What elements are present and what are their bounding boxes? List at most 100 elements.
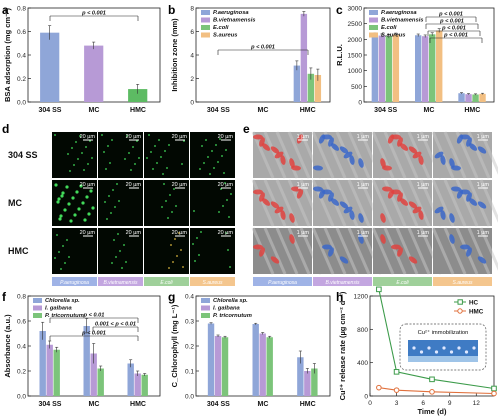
stained-cell: [58, 217, 62, 221]
stained-cell: [106, 218, 108, 220]
stained-cell: [138, 157, 140, 159]
stained-cell: [114, 206, 116, 208]
legend-label: S.aureus: [381, 33, 406, 39]
y-axis-title: Absorbance (a.u.): [3, 314, 12, 378]
stained-cell: [169, 194, 171, 196]
column-tag: [144, 277, 189, 286]
inset-particle: [457, 346, 461, 350]
stained-cell: [150, 151, 152, 153]
bacterium: [253, 134, 263, 140]
plot-frame: [369, 295, 495, 397]
bacterium: [477, 146, 487, 154]
bacterium: [313, 165, 323, 171]
y-tick-label: 0.6: [17, 319, 26, 326]
x-tick-label: HMC: [300, 107, 316, 114]
y-tick-label: 400: [357, 360, 368, 367]
legend-swatch: [201, 32, 210, 38]
stained-cell: [73, 164, 75, 166]
y-tick-label: 1200: [354, 294, 369, 301]
stained-cell: [183, 140, 185, 142]
stained-cell: [164, 150, 166, 152]
stained-cell: [220, 188, 222, 190]
legend-label: E.coli: [381, 25, 397, 31]
bar: [479, 93, 486, 102]
stained-cell: [85, 146, 87, 148]
stained-cell: [81, 152, 83, 154]
stained-cell: [75, 190, 79, 194]
bar: [378, 35, 386, 102]
stained-cell: [160, 156, 162, 158]
significance-label: p < 0.001: [439, 19, 464, 25]
bacterium: [380, 213, 386, 223]
stained-cell: [227, 249, 229, 251]
legend-swatch: [201, 10, 210, 15]
panel-label-b: b: [168, 3, 175, 17]
bacterium: [477, 256, 487, 264]
stained-cell: [117, 233, 119, 235]
legend-label: I. galbana: [45, 306, 73, 312]
stained-cell: [77, 207, 81, 211]
x-tick-label: 12: [473, 400, 481, 407]
data-point: [376, 286, 382, 293]
y-tick-label: 0.3: [185, 319, 194, 326]
bar: [297, 357, 304, 396]
sem-texture: [455, 179, 479, 227]
sem-texture: [443, 179, 467, 227]
stained-cell: [225, 149, 227, 151]
bacterium: [253, 189, 263, 195]
y-tick-label: 1500: [348, 53, 363, 60]
stained-cell: [66, 239, 68, 241]
inset-particle: [419, 350, 424, 354]
stained-cell: [113, 239, 115, 241]
scale-label: 20 µm: [218, 230, 234, 236]
x-tick-label: MC: [424, 107, 435, 114]
y-tick-label: 8: [190, 6, 194, 13]
bacterium: [274, 151, 284, 159]
stained-cell: [166, 167, 168, 169]
legend-label: P.aeruginosa: [381, 10, 417, 16]
stained-cell: [136, 140, 138, 142]
scale-label: 20 µm: [80, 230, 96, 236]
stained-cell: [87, 212, 91, 216]
bacterium: [330, 198, 340, 206]
scale-label: 1 µm: [477, 134, 490, 140]
stained-cell: [209, 173, 211, 175]
sem-texture: [287, 131, 311, 179]
y-tick-label: 4: [190, 53, 194, 60]
bacterium: [261, 198, 271, 206]
panel-label-c: c: [336, 3, 343, 17]
y-tick-label: 2: [190, 76, 194, 83]
bacterium: [280, 210, 286, 220]
bar: [392, 34, 400, 103]
legend-label: B.vietnamensis: [381, 18, 424, 24]
bacterium: [387, 189, 395, 199]
stained-cell: [230, 193, 232, 195]
stained-cell: [112, 189, 114, 191]
stained-cell: [60, 194, 64, 198]
bacterium: [274, 206, 284, 214]
bacterium: [449, 213, 455, 223]
bacterium: [456, 134, 464, 144]
bar: [40, 32, 60, 102]
bar: [127, 363, 134, 396]
data-point: [393, 369, 400, 375]
panel-label-f: f: [2, 290, 7, 304]
y-tick-label: 0.4: [185, 294, 194, 301]
stained-cell: [75, 141, 77, 143]
stained-cell: [85, 195, 89, 199]
panel-label-a: a: [2, 3, 9, 17]
inset-particle: [472, 346, 476, 350]
stained-cell: [200, 231, 202, 233]
column-tag: [253, 277, 312, 286]
stained-cell: [162, 173, 164, 175]
series-line: [378, 289, 495, 390]
sem-texture: [443, 227, 467, 275]
stained-cell: [111, 139, 113, 141]
bar: [46, 344, 53, 396]
column-label: S.aureus: [202, 280, 223, 286]
bacterium: [330, 143, 340, 151]
bacterium: [468, 143, 478, 151]
stained-cell: [176, 255, 178, 257]
scale-label: 20 µm: [172, 134, 188, 140]
bar: [207, 323, 215, 396]
